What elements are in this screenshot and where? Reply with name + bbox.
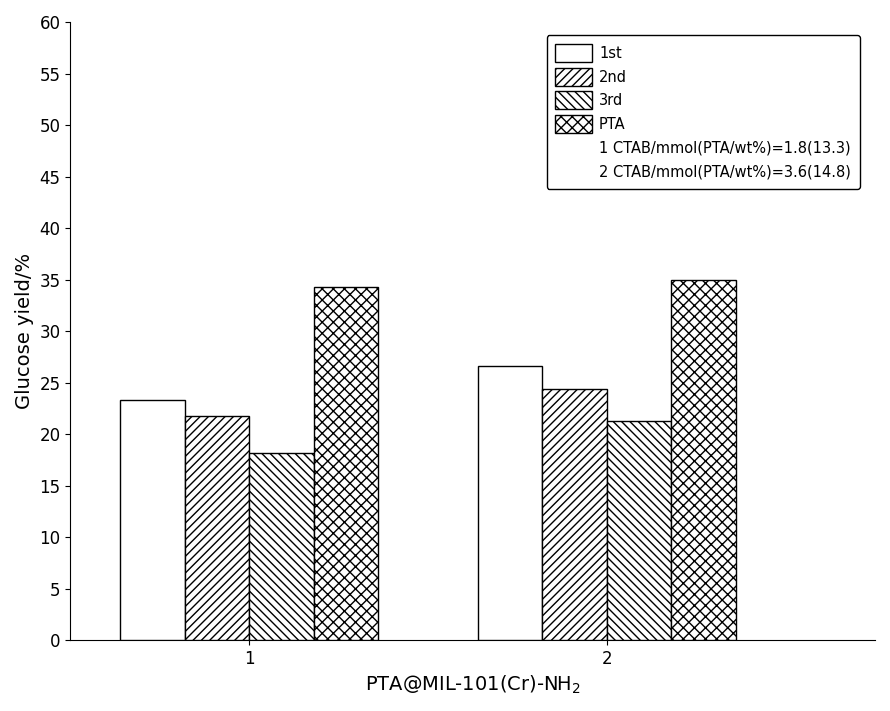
Bar [607, 421, 671, 641]
Bar [313, 287, 378, 641]
Y-axis label: Glucose yield/%: Glucose yield/% [15, 253, 34, 410]
Bar [249, 453, 313, 641]
Bar [120, 400, 185, 641]
Bar [478, 366, 542, 641]
Bar [185, 416, 249, 641]
X-axis label: PTA@MIL-101(Cr)-NH$_2$: PTA@MIL-101(Cr)-NH$_2$ [365, 674, 580, 696]
Bar [542, 389, 607, 641]
Bar [671, 279, 735, 641]
Legend: 1st, 2nd, 3rd, PTA, 1 CTAB/mmol(PTA/wt%)=1.8(13.3), 2 CTAB/mmol(PTA/wt%)=3.6(14.: 1st, 2nd, 3rd, PTA, 1 CTAB/mmol(PTA/wt%)… [546, 36, 860, 189]
